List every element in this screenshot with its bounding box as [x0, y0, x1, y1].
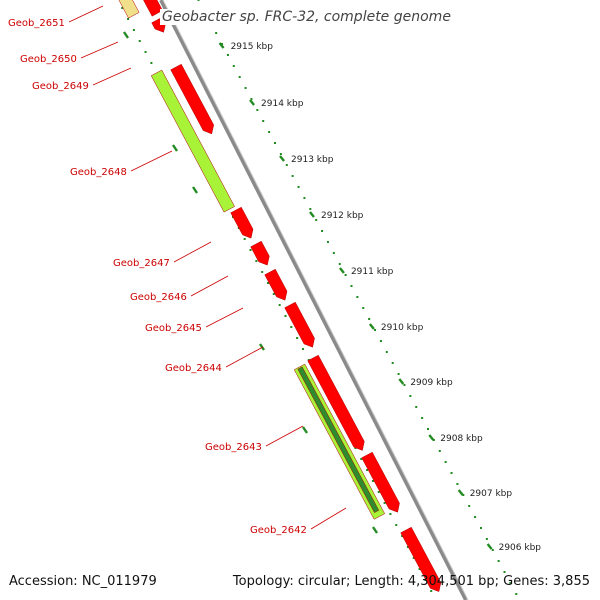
gene-arrow[interactable] — [307, 354, 365, 451]
scale-tick — [249, 99, 255, 106]
scale-label: 2910 kbp — [381, 323, 424, 333]
gene-label: Geob_2649 — [32, 81, 89, 92]
scale-label: 2907 kbp — [470, 489, 513, 499]
gene-arrow[interactable] — [150, 69, 235, 213]
gene-label: Geob_2643 — [205, 442, 262, 453]
scale-tick — [279, 155, 285, 162]
scale-label: 2908 kbp — [440, 434, 483, 444]
scale-label: 2909 kbp — [410, 378, 453, 388]
scale-tick — [428, 434, 435, 441]
topology-label: Topology: circular; Length: 4,304,501 bp… — [232, 574, 590, 589]
gene-label: Geob_2647 — [113, 258, 170, 269]
gene-arrow[interactable] — [297, 366, 380, 513]
genome-title: Geobacter sp. FRC-32, complete genome — [160, 9, 453, 25]
backbone-line — [159, 0, 468, 600]
scale-tick — [486, 543, 493, 550]
scale-labels: 2915 kbp 2914 kbp 2913 kbp 2912 kbp 2911 kbp… — [231, 42, 542, 553]
gene-label: Geob_2648 — [70, 167, 127, 178]
gene-arrow[interactable] — [118, 0, 140, 19]
scale-ticks — [197, 0, 518, 595]
scale-tick — [368, 323, 375, 330]
gene-arrow[interactable] — [250, 240, 270, 266]
scale-label: 2912 kbp — [321, 211, 364, 221]
gene-arrow[interactable] — [264, 268, 288, 301]
gene-label: Geob_2646 — [130, 292, 187, 303]
accession-label: Accession: NC_011979 — [9, 574, 157, 589]
gene-arrow[interactable] — [361, 451, 400, 513]
gene-arrow[interactable] — [230, 206, 254, 239]
gene-arrow[interactable] — [400, 526, 442, 592]
scale-tick — [398, 378, 405, 385]
scale-label: 2906 kbp — [499, 543, 542, 553]
gene-arrow[interactable] — [170, 63, 214, 135]
gene-label: Geob_2642 — [250, 525, 307, 536]
scale-label: 2915 kbp — [231, 42, 274, 52]
gene-arrow[interactable] — [284, 301, 315, 348]
backbone-highlight — [162, 0, 469, 600]
scale-label: 2913 kbp — [291, 155, 334, 165]
scale-tick — [309, 211, 315, 218]
gene-label: Geob_2650 — [20, 54, 77, 65]
scale-tick — [457, 489, 464, 496]
gene-label: Geob_2645 — [145, 323, 202, 334]
gene-label: Geob_2644 — [165, 363, 222, 374]
scale-tick — [218, 42, 225, 49]
scale-tick — [339, 267, 345, 274]
gene-labels: Geob_2651 Geob_2650 Geob_2649 Geob_2648 Geob… — [8, 5, 347, 536]
inner-dotted-track — [121, 7, 433, 592]
gene-track — [118, 0, 442, 592]
gene-label: Geob_2651 — [8, 18, 65, 29]
scale-label: 2911 kbp — [351, 267, 394, 277]
scale-label: 2914 kbp — [261, 99, 304, 109]
